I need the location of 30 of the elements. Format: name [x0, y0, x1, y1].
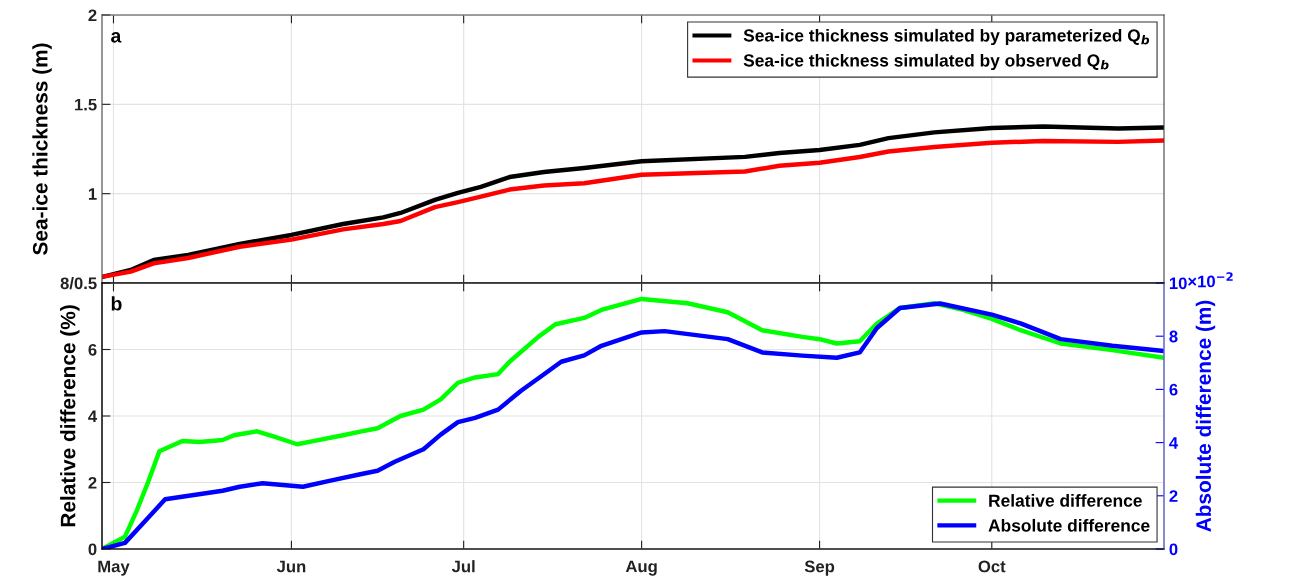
y2-tick-label: 2	[1169, 490, 1178, 502]
y-tick-label: 2	[88, 476, 97, 489]
x-tick-label: Sep	[804, 560, 835, 576]
y2-tick-label: 10	[1169, 277, 1187, 290]
x-tick-label: May	[98, 560, 130, 576]
x-tick-label: Aug	[625, 560, 657, 576]
y2-tick-label: 8	[1169, 330, 1178, 343]
y-tick-label: 6	[88, 343, 97, 356]
y-tick-label: 1	[88, 188, 97, 200]
y-axis-title: Sea-ice thickness (m)	[32, 43, 52, 255]
y2-tick-label: 6	[1169, 383, 1178, 396]
legend-label: Sea-ice thickness simulated by parameterized Q$_{b}$	[743, 28, 1150, 46]
x-tick-label: Jun	[276, 560, 306, 573]
y2-axis-title: Absolute difference (m)	[1195, 300, 1216, 532]
y-tick-label: 1.5	[75, 98, 97, 111]
x-tick-label: Oct	[978, 560, 1006, 573]
y-tick-label: 0	[88, 543, 97, 556]
y-tick-label: 8/0.5	[60, 276, 97, 290]
x-tick-label: Jul	[451, 560, 475, 573]
y-axis-title: Relative difference (%)	[60, 305, 80, 527]
annotation: a	[111, 32, 122, 43]
text: ×10$^{−2}$	[1188, 272, 1233, 288]
legend-label: Relative difference	[989, 494, 1142, 507]
y-tick-label: 4	[88, 410, 98, 423]
y2-tick-label: 0	[1169, 543, 1178, 556]
legend-label: Absolute difference	[988, 518, 1150, 532]
y-tick-label: 2	[88, 9, 97, 22]
annotation: b	[111, 296, 122, 311]
legend-label: Sea-ice thickness simulated by observed Q$_{b}$	[743, 53, 1109, 71]
y2-tick-label: 4	[1169, 437, 1179, 449]
